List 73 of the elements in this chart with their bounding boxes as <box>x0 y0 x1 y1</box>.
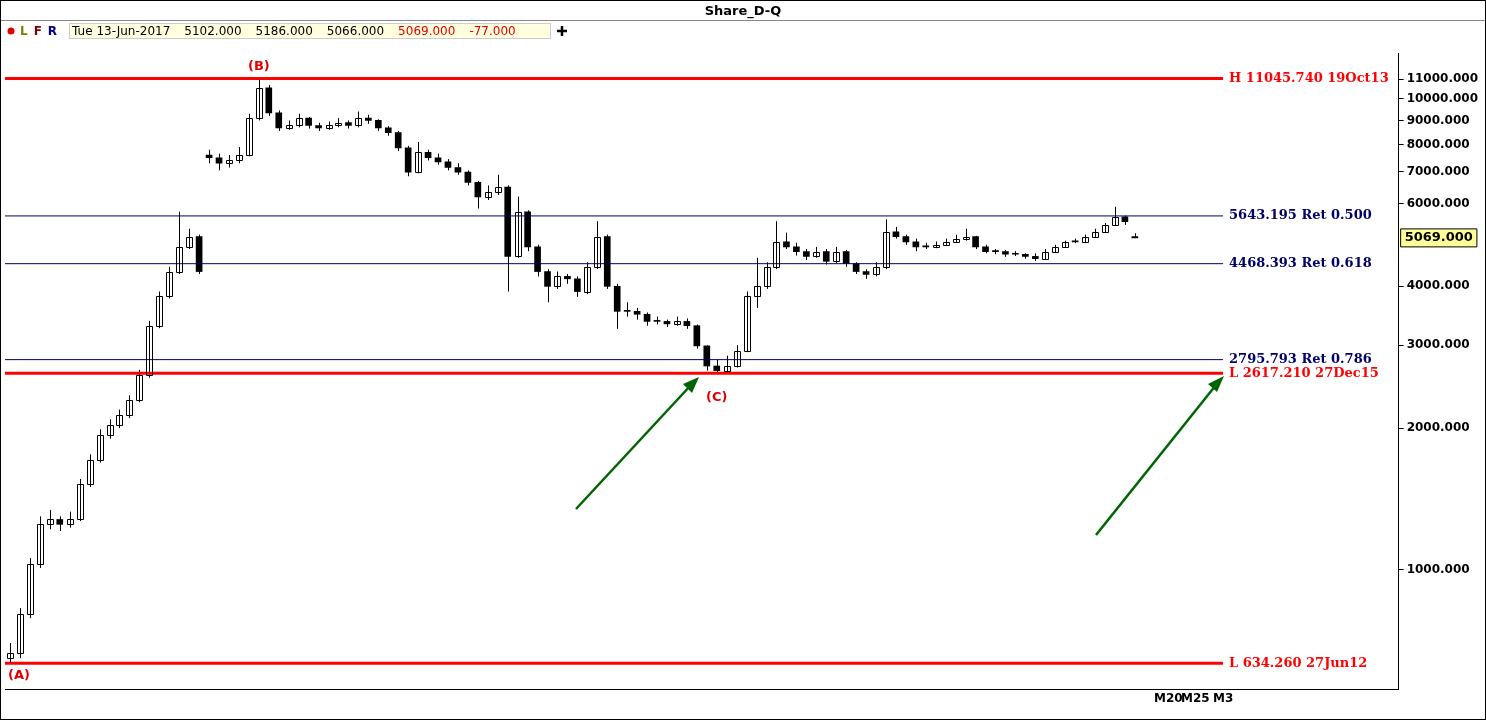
annotation: (A) <box>8 667 30 683</box>
y-tick-label: 6000.000 <box>1406 195 1470 210</box>
y-tick-label: 11000.000 <box>1406 71 1478 86</box>
text: 5102.000 <box>184 24 242 38</box>
candlestick <box>166 266 173 299</box>
candlestick <box>87 453 94 488</box>
y-tick-label: 9000.000 <box>1406 112 1470 127</box>
y-tick-label: 10000.000 <box>1406 90 1478 105</box>
candlestick <box>584 261 591 295</box>
candlestick <box>146 320 153 379</box>
candlestick <box>764 261 771 290</box>
candlestick <box>275 109 283 132</box>
text: 5069.000 <box>398 24 456 38</box>
candlestick <box>693 323 701 350</box>
ref-line-label: H 11045.740 19Oct13 <box>1229 69 1389 85</box>
candlestick <box>734 344 741 369</box>
candlestick <box>1112 206 1119 227</box>
text: Tue 13-Jun-2017 <box>72 24 171 38</box>
candlestick <box>773 220 780 270</box>
text: 5186.000 <box>255 24 313 38</box>
candlestick <box>107 418 114 440</box>
candlestick <box>623 301 631 318</box>
candlestick <box>7 642 14 664</box>
candlestick <box>256 78 263 121</box>
candlestick <box>544 268 551 303</box>
text: R <box>47 24 58 38</box>
ref-line-label: L 2617.210 27Dec15 <box>1229 364 1379 380</box>
y-tick-label: 7000.000 <box>1406 163 1470 178</box>
y-tick-label: 4000.000 <box>1406 278 1470 293</box>
candlestick <box>744 291 751 353</box>
ref-line-label: 2795.793 Ret 0.786 <box>1229 351 1372 367</box>
text: L <box>20 24 28 38</box>
candlestick <box>126 394 133 419</box>
candlestick <box>176 211 183 275</box>
candlestick <box>156 291 163 329</box>
candlestick <box>246 113 253 157</box>
candlestick <box>77 478 84 522</box>
candlestick <box>495 174 502 196</box>
text: F <box>33 24 42 38</box>
candlestick <box>1042 248 1049 261</box>
candlestick <box>17 607 24 659</box>
candlestick <box>116 409 123 429</box>
ref-line-label: 5643.195 Ret 0.500 <box>1229 207 1372 223</box>
candlestick <box>37 515 44 569</box>
candlestick <box>136 369 143 403</box>
annotation: (C) <box>706 389 728 405</box>
candlestick <box>415 141 422 174</box>
text: 5069.000 <box>1404 229 1473 245</box>
candlestick <box>47 509 54 530</box>
candlestick <box>97 428 104 464</box>
y-tick-label: 3000.000 <box>1406 337 1470 352</box>
candlestick <box>515 196 522 259</box>
candlestick <box>27 557 34 619</box>
candlestick <box>394 130 402 152</box>
y-tick-label: 2000.000 <box>1406 420 1470 435</box>
ref-line-label: L 634.260 27Jun12 <box>1229 654 1368 670</box>
candlestick <box>226 154 233 168</box>
text: 5066.000 <box>326 24 385 38</box>
annotation: (B) <box>247 58 270 74</box>
y-tick-label: 1000.000 <box>1406 562 1470 577</box>
text: M20 <box>1154 691 1183 705</box>
candlestick <box>703 344 711 372</box>
text: M3 <box>1213 691 1234 705</box>
candlestick <box>186 228 193 250</box>
text: -77.000 <box>469 24 516 38</box>
candlestick <box>574 275 581 298</box>
candlestick <box>883 218 890 270</box>
ref-line-label: 4468.393 Ret 0.618 <box>1229 255 1372 271</box>
chart-title: Share_D-Q <box>1 1 1485 21</box>
candlestick <box>754 257 761 309</box>
candlestick <box>594 220 601 270</box>
y-tick-label: 8000.000 <box>1406 136 1470 151</box>
text: M25 <box>1181 691 1210 705</box>
